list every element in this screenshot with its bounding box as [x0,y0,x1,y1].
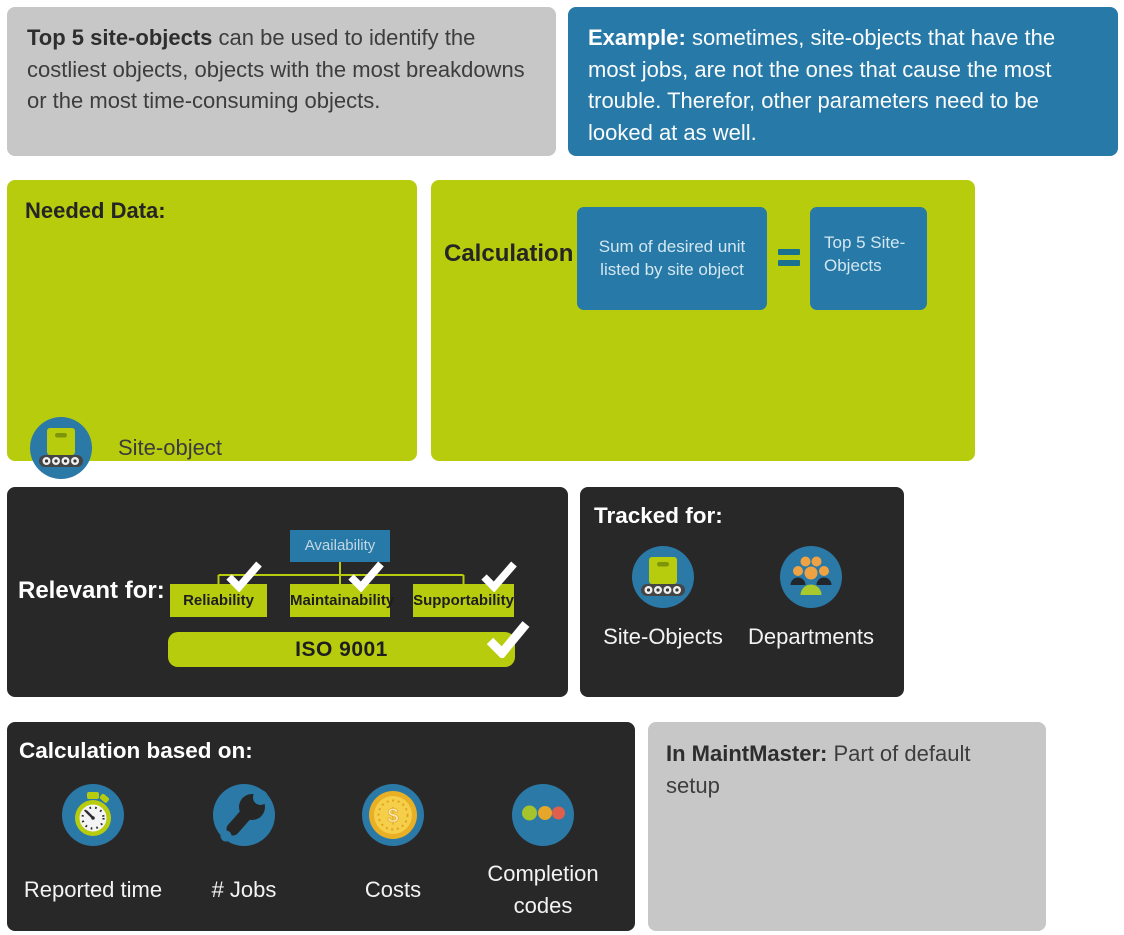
wrench-icon [213,784,275,846]
relevant-for-title: Relevant for: [18,577,165,604]
checkmark-icon [347,561,385,592]
tree-node-supportability: Supportability [413,584,514,617]
calculation-based-on-item-label: Costs [364,877,422,902]
tracked-for-item-label: Departments [748,624,874,649]
example-card: Example: sometimes, site-objects that ha… [568,7,1118,156]
checkmark-icon [485,620,531,658]
intro-text-bold: Top 5 site-objects [27,25,213,50]
calculation-based-on-card: Calculation based on: Reported time # Jo… [7,722,635,931]
maintmaster-card: In MaintMaster: Part of default setup [648,722,1046,931]
needed-data-card: Needed Data: Site-object Job Category / … [7,180,432,630]
intro-text: Top 5 site-objects can be used to identi… [7,7,556,132]
tree-node-reliability: Reliability [170,584,267,617]
calculation-based-on-item-label: # Jobs [211,877,277,902]
stopwatch-icon [62,784,124,846]
maintmaster-text-bold: In MaintMaster: [666,741,828,766]
maintmaster-text: In MaintMaster: Part of default setup [648,722,1046,817]
intro-card: Top 5 site-objects can be used to identi… [7,7,556,156]
checkmark-icon [225,561,263,592]
calculation-result: Top 5 Site-Objects [810,207,927,310]
maintmaster-text-rest: Part of default setup [666,741,971,798]
example-text-bold: Example: [588,25,686,50]
intro-text-rest: can be used to identify the costliest ob… [27,25,525,113]
site-object-icon [632,546,694,608]
checkmark-icon [480,561,518,592]
relevant-for-card: Relevant for: Availability Reliability M… [7,487,568,697]
calculation-title: Calculation [444,240,574,267]
tracked-for-item-label: Site-Objects [603,624,723,649]
tracked-for-card: Tracked for: Site-Objects Departments [580,487,904,697]
example-text: Example: sometimes, site-objects that ha… [568,7,1118,163]
calculation-based-on-item-label: Reported time [23,877,163,902]
tree-node-maintainability: Maintainability [290,584,394,617]
tree-node-iso9001: ISO 9001 [168,632,515,667]
needed-data-item: Site-object [30,417,222,479]
site-object-icon [30,417,92,479]
departments-icon [780,546,842,608]
completion-codes-icon [512,784,574,846]
needed-data-item-label: Site-object [118,435,222,460]
calculation-left-operand: Sum of desired unit listed by site objec… [577,207,767,310]
tracked-for-title: Tracked for: [594,503,723,528]
tree-node-availability: Availability [290,530,390,562]
needed-data-title: Needed Data: [25,198,166,223]
calculation-card: Calculation Sum of desired unit listed b… [431,180,975,461]
calculation-based-on-title: Calculation based on: [19,738,253,763]
tree-connector-lines [217,562,465,585]
example-text-rest: sometimes, site-objects that have the mo… [588,25,1056,145]
coin-icon [362,784,424,846]
calculation-based-on-item-label: Completion codes [487,861,599,918]
